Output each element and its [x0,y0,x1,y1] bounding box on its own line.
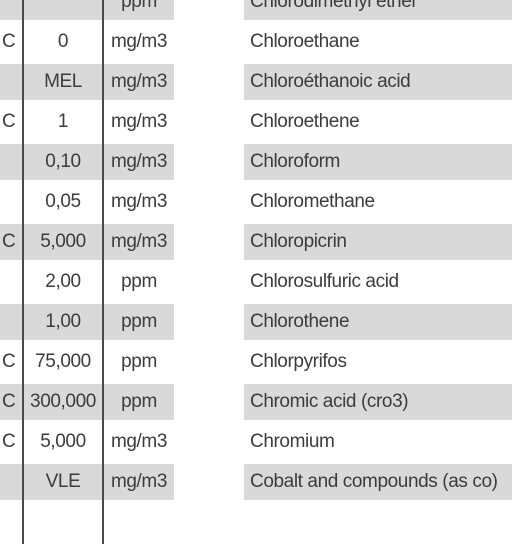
limit-value-cell: MEL [24,64,102,100]
table-row [0,504,512,544]
ceiling-flag-cell [0,184,22,220]
substance-name-cell: Chromium [250,431,335,452]
unit-cell: ppm [121,271,157,292]
substance-name-cell: Chloroethane [250,31,360,52]
ceiling-flag-cell: C [0,384,22,420]
ceiling-flag-cell: C [2,431,16,452]
table-row: C 0 mg/m3 Chloroethane [0,24,512,64]
table-row: MEL mg/m3 Chloroéthanoic acid [0,64,512,104]
unit-cell: ppm [104,384,174,420]
unit-cell [104,504,174,540]
ceiling-flag-cell [0,264,22,300]
unit-cell: mg/m3 [110,31,168,52]
limit-value-cell: 2,00 [45,271,81,292]
ceiling-flag-cell [0,64,22,100]
unit-cell: mg/m3 [104,64,174,100]
ceiling-flag-cell [0,144,22,180]
substance-name-cell: Chromic acid (cro3) [244,384,512,420]
column-divider [102,0,104,544]
limit-value-cell: VLE [24,464,102,500]
table-row: 0,10 mg/m3 Chloroform [0,144,512,184]
table-row: 1,00 ppm Chlorothene [0,304,512,344]
substance-name-cell: Chloroform [244,144,512,180]
ceiling-flag-cell: C [2,31,16,52]
substance-name-cell: Chloroéthanoic acid [244,64,512,100]
substance-name-cell: Chlorodimethyl ether [244,0,512,20]
limit-value-cell: 0,10 [24,144,102,180]
unit-cell: ppm [104,0,174,20]
limit-value-cell: 300,000 [24,384,102,420]
table-row: C 5,000 mg/m3 Chloropicrin [0,224,512,264]
limit-value-cell [24,0,102,20]
table-row: 2,00 ppm Chlorosulfuric acid [0,264,512,304]
unit-cell: mg/m3 [104,224,174,260]
substance-name-cell [244,504,512,540]
substance-name-cell: Cobalt and compounds (as co) [244,464,512,500]
table-row: 0,05 mg/m3 Chloromethane [0,184,512,224]
ceiling-flag-cell: C [2,111,16,132]
ceiling-flag-cell [0,0,22,20]
table-row: C 75,000 ppm Chlorpyrifos [0,344,512,384]
table-row: C 1 mg/m3 Chloroethene [0,104,512,144]
table-row: ppm Chlorodimethyl ether [0,0,512,24]
substance-name-cell: Chlorosulfuric acid [250,271,399,292]
limit-value-cell: 1,00 [24,304,102,340]
substance-name-cell: Chlorpyrifos [250,351,347,372]
substance-name-cell: Chloropicrin [244,224,512,260]
ceiling-flag-cell: C [2,351,16,372]
ceiling-flag-cell [0,304,22,340]
substance-name-cell: Chlorothene [244,304,512,340]
table-row: C 300,000 ppm Chromic acid (cro3) [0,384,512,424]
limit-value-cell: 1 [57,111,69,132]
ceiling-flag-cell [0,504,22,540]
substance-name-cell: Chloromethane [250,191,375,212]
limit-value-cell: 0 [57,31,69,52]
unit-cell: mg/m3 [110,111,168,132]
unit-cell: mg/m3 [110,431,168,452]
table-row: C 5,000 mg/m3 Chromium [0,424,512,464]
unit-cell: mg/m3 [104,144,174,180]
ceiling-flag-cell: C [0,224,22,260]
unit-cell: mg/m3 [110,191,168,212]
ceiling-flag-cell [0,464,22,500]
column-divider [22,0,24,544]
limit-value-cell: 5,000 [24,224,102,260]
unit-cell: ppm [121,351,157,372]
table-row: VLE mg/m3 Cobalt and compounds (as co) [0,464,512,504]
limit-value-cell: 0,05 [45,191,81,212]
unit-cell: ppm [104,304,174,340]
limit-value-cell: 75,000 [35,351,91,372]
limit-value-cell [24,504,102,540]
limit-value-cell: 5,000 [40,431,86,452]
substance-name-cell: Chloroethene [250,111,360,132]
unit-cell: mg/m3 [104,464,174,500]
